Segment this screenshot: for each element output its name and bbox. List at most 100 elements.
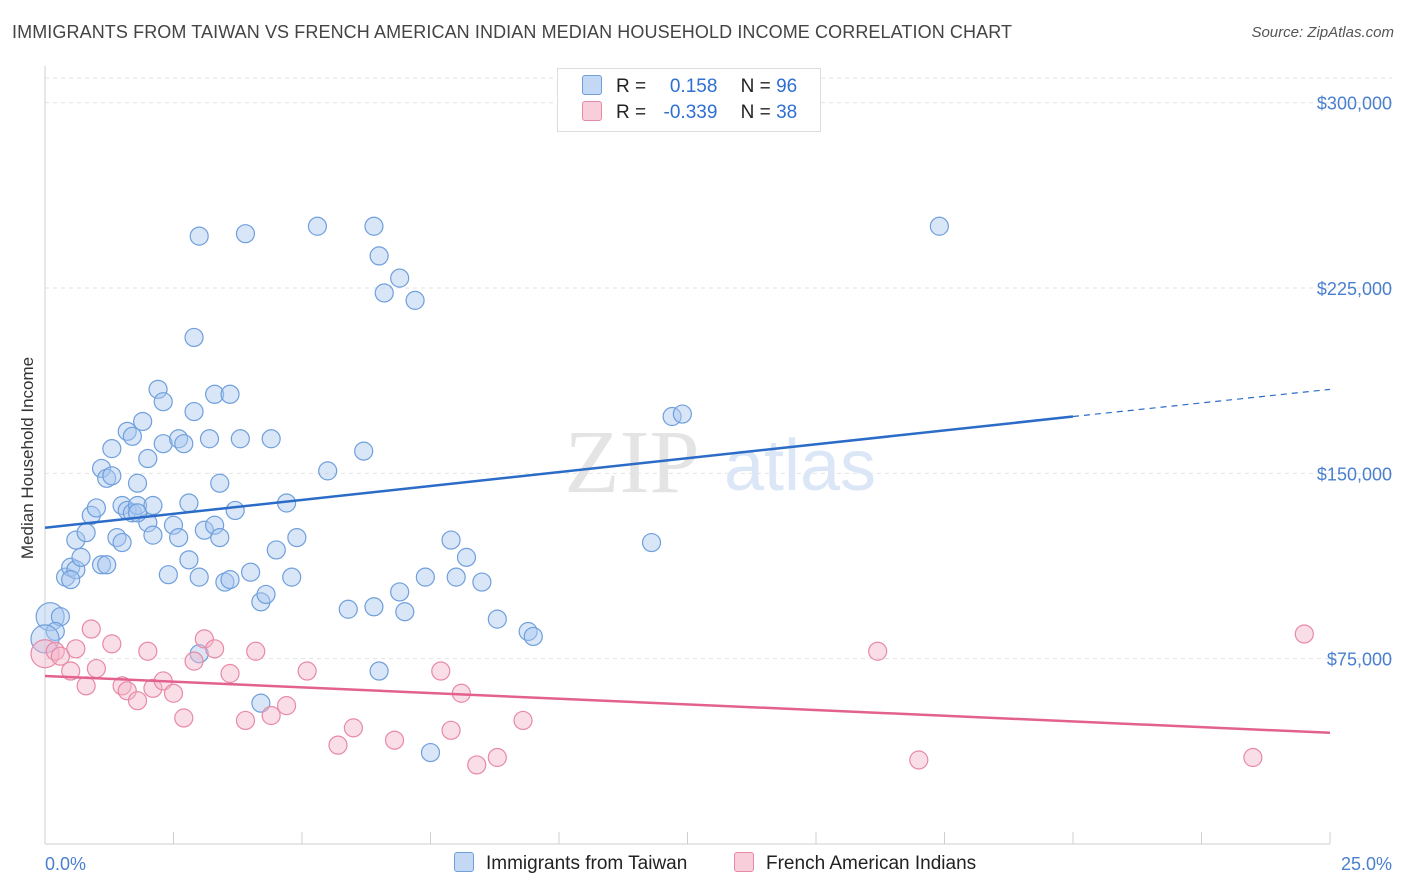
- data-point: [179, 550, 199, 570]
- data-point: [225, 500, 245, 521]
- data-point: [205, 639, 225, 659]
- data-point: [55, 567, 76, 587]
- data-point: [405, 290, 425, 310]
- legend-swatch-taiwan: [582, 75, 602, 95]
- watermark-atlas: atlas: [724, 426, 876, 506]
- data-point: [66, 560, 86, 580]
- x-tick-label: 0.0%: [45, 854, 86, 874]
- data-point: [395, 602, 415, 622]
- data-point: [143, 525, 163, 545]
- data-point: [45, 621, 65, 642]
- data-point: [220, 384, 240, 404]
- data-point: [76, 676, 96, 696]
- data-point: [138, 641, 158, 661]
- series-french-american-indian: [30, 619, 1314, 775]
- data-point: [61, 570, 81, 590]
- chart-title: IMMIGRANTS FROM TAIWAN VS FRENCH AMERICA…: [12, 22, 1013, 42]
- data-point: [205, 515, 225, 535]
- data-point: [71, 547, 91, 567]
- source-credit: Source: ZipAtlas.com: [1251, 24, 1394, 41]
- data-point: [390, 582, 410, 602]
- data-point: [66, 639, 86, 659]
- y-axis-label: Median Household Income: [18, 357, 37, 559]
- data-point: [220, 663, 240, 684]
- data-point: [472, 572, 492, 592]
- data-point: [210, 473, 230, 493]
- data-point: [184, 401, 204, 422]
- data-point: [369, 246, 389, 266]
- data-point: [390, 268, 410, 288]
- x-tick-label: 25.0%: [1341, 854, 1392, 874]
- data-point: [50, 646, 71, 666]
- data-point: [909, 750, 929, 770]
- trend-line-taiwan-extension: [1072, 388, 1331, 418]
- data-point: [158, 565, 178, 585]
- data-point: [441, 720, 461, 740]
- data-point: [318, 461, 338, 481]
- data-point: [194, 520, 214, 540]
- watermark-zip: ZIP: [565, 413, 700, 512]
- data-point: [441, 530, 461, 550]
- data-point: [487, 609, 507, 629]
- data-point: [194, 629, 214, 649]
- data-point: [297, 661, 317, 681]
- data-point: [241, 562, 261, 582]
- data-point: [287, 527, 307, 548]
- data-point: [251, 693, 271, 713]
- data-point: [127, 495, 148, 516]
- data-point: [127, 691, 148, 711]
- data-point: [420, 742, 441, 763]
- trend-line-taiwan: [44, 415, 1074, 529]
- data-point: [338, 599, 358, 619]
- data-point: [230, 429, 250, 449]
- data-point: [143, 495, 163, 516]
- bottom-legend-swatch-french-american-indian: [734, 852, 754, 872]
- data-point: [97, 555, 117, 575]
- series-layer: [30, 216, 1314, 775]
- data-point: [246, 641, 266, 661]
- trend-layer: [44, 388, 1331, 735]
- data-point: [50, 607, 71, 627]
- data-point: [256, 584, 276, 605]
- data-point: [261, 429, 281, 449]
- legend-n-value: 96: [776, 76, 798, 97]
- data-point: [235, 224, 256, 244]
- data-point: [76, 523, 96, 543]
- data-point: [446, 567, 466, 587]
- data-point: [868, 641, 888, 661]
- series-taiwan: [30, 216, 949, 763]
- data-point: [523, 626, 543, 647]
- data-point: [641, 532, 662, 553]
- y-tick-label: $225,000: [1317, 279, 1392, 299]
- data-point: [215, 572, 235, 592]
- data-point: [1243, 747, 1263, 768]
- data-point: [61, 661, 81, 681]
- bottom-legend-swatch-taiwan: [454, 852, 474, 872]
- data-point: [102, 634, 122, 654]
- data-point: [102, 466, 122, 486]
- data-point: [35, 602, 65, 632]
- legend-n-label: N =: [740, 76, 771, 97]
- data-point: [220, 570, 240, 590]
- data-point: [328, 735, 348, 755]
- data-point: [153, 392, 173, 412]
- data-point: [235, 710, 256, 731]
- legend-r-value: -0.339: [663, 102, 718, 123]
- data-point: [86, 498, 107, 518]
- data-point: [276, 696, 297, 716]
- legend-r-value: 0.158: [669, 76, 718, 97]
- data-point: [184, 651, 204, 671]
- data-point: [143, 678, 163, 698]
- data-point: [354, 441, 374, 461]
- data-point: [163, 515, 184, 535]
- legend-row-french-american-indian: R = -0.339 N = 38: [582, 101, 797, 127]
- data-point: [163, 683, 184, 703]
- data-point: [672, 404, 692, 424]
- trend-line-french-american-indian: [44, 674, 1331, 735]
- data-point: [364, 597, 384, 617]
- legend-r-label: R =: [616, 76, 647, 97]
- data-point: [174, 708, 194, 728]
- legend: R = 0.158 N = 96 R = -0.339 N = 38: [557, 68, 821, 132]
- axes: [44, 66, 1331, 845]
